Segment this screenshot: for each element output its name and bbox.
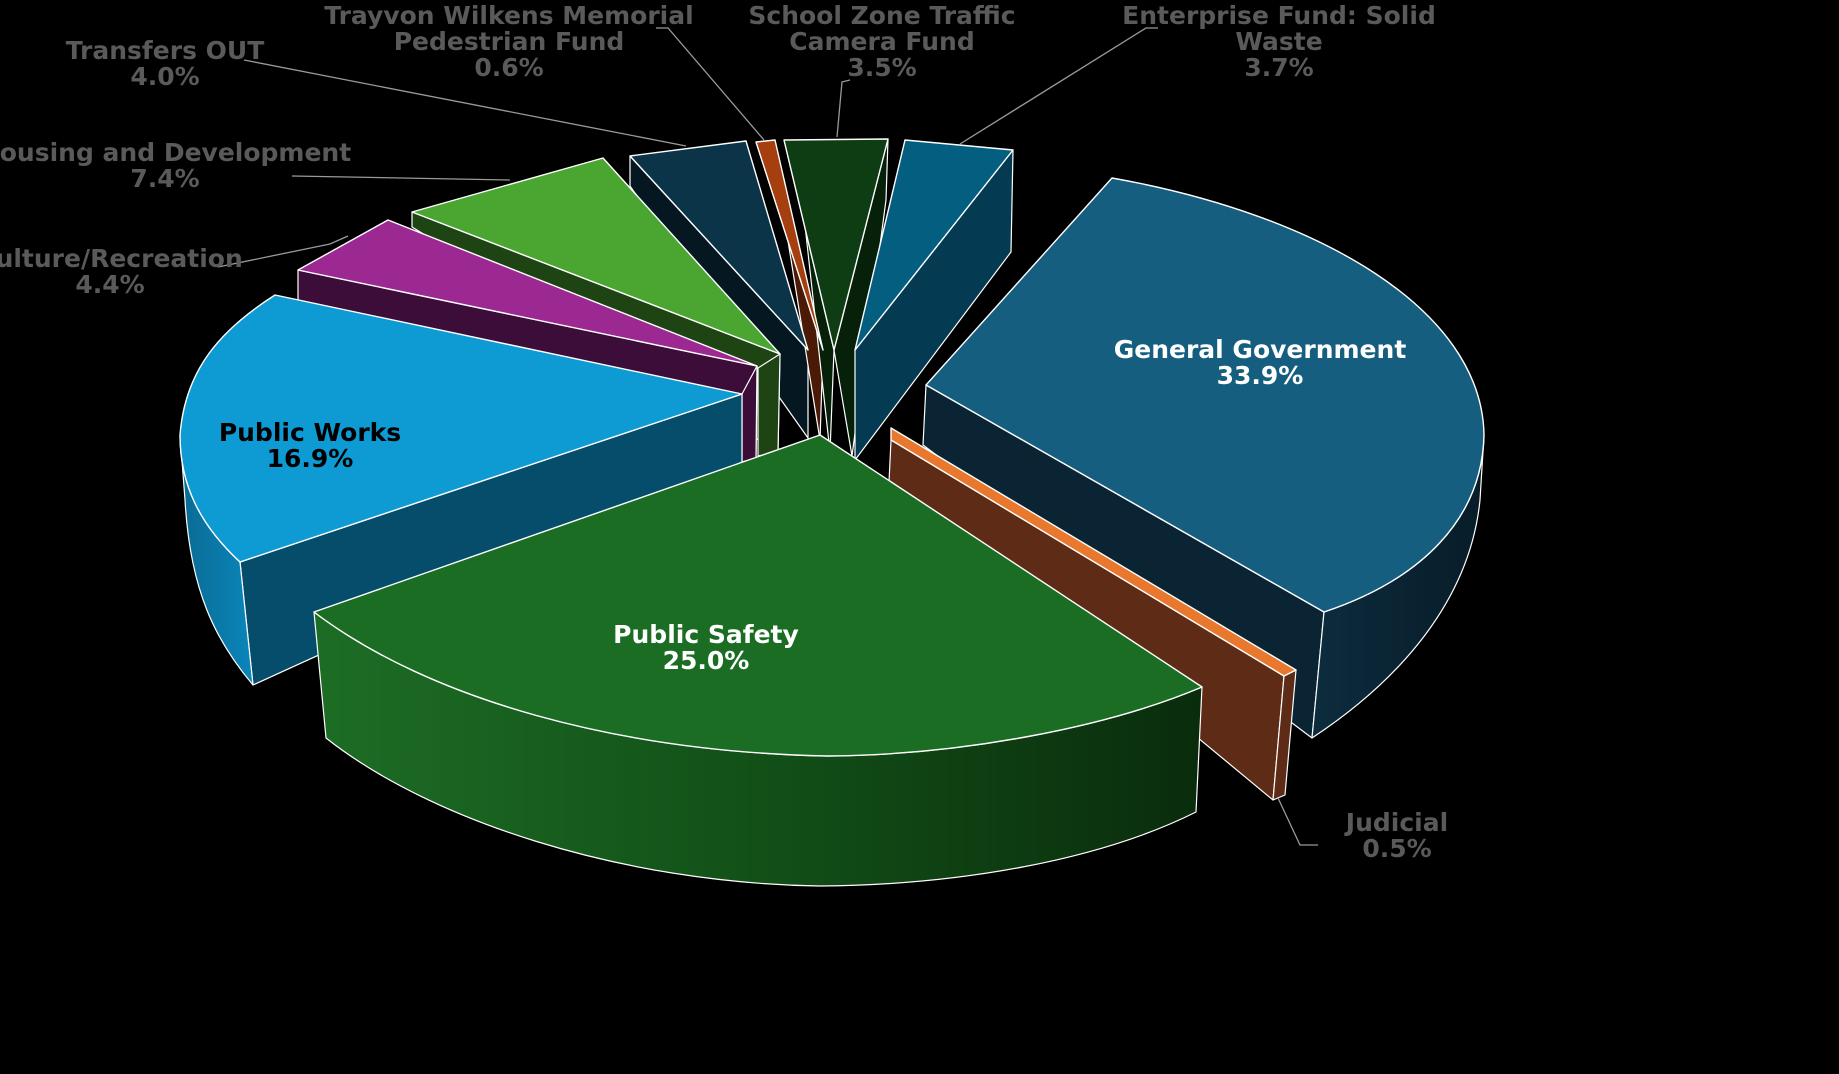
data-label-percent: 4.0% (130, 62, 199, 91)
slice-school-zone-traffic-camera-fund[interactable] (783, 138, 889, 351)
leader-line-transfers-out (243, 59, 687, 147)
data-label-percent: 33.9% (1217, 361, 1304, 390)
leader-line-school-zone-traffic-camera-fund (836, 79, 851, 138)
slice-transfers-out[interactable] (629, 140, 809, 351)
data-label-name: Housing and Development (0, 138, 351, 167)
data-label-name: School Zone Traffic (748, 1, 1015, 30)
data-label-culture-recreation: Culture/Recreation 4.4% (0, 244, 243, 299)
leader-lines (217, 27, 1318, 846)
data-label-percent: 7.4% (130, 164, 199, 193)
leader-line-enterprise-fund-solid-waste (959, 27, 1158, 145)
data-label-percent: 4.4% (75, 270, 144, 299)
data-label-name: Pedestrian Fund (394, 27, 625, 56)
data-label-public-works: Public Works 16.9% (219, 418, 401, 473)
slice-trayvon-wilkens-memorial-pedestrian-fund[interactable] (755, 139, 824, 351)
data-label-name: Waste (1235, 27, 1322, 56)
data-label-general-government: General Government 33.9% (1114, 335, 1407, 390)
leader-line-judicial (1277, 797, 1318, 846)
leader-line-trayvon-wilkens-memorial-pedestrian-fund (656, 27, 765, 141)
data-label-school-zone-traffic-camera-fund: School Zone Traffic Camera Fund 3.5% (748, 1, 1015, 82)
data-label-percent: 3.5% (847, 53, 916, 82)
slice-tops (179, 138, 1485, 757)
data-label-percent: 0.5% (1362, 834, 1431, 863)
data-label-percent: 0.6% (474, 53, 543, 82)
data-label-percent: 16.9% (267, 444, 354, 473)
slice-enterprise-fund-solid-waste[interactable] (854, 139, 1014, 351)
slice-public-safety[interactable] (313, 434, 1203, 757)
data-label-name: Public Safety (613, 620, 799, 649)
data-label-judicial: Judicial 0.5% (1344, 808, 1448, 863)
data-label-percent: 3.7% (1244, 53, 1313, 82)
slice-judicial[interactable] (890, 427, 1297, 677)
data-label-enterprise-fund-solid-waste: Enterprise Fund: Solid Waste 3.7% (1122, 1, 1436, 82)
data-label-name: Judicial (1344, 808, 1448, 837)
leader-line-culture-recreation (217, 235, 349, 268)
data-label-name: Trayvon Wilkens Memorial (324, 1, 693, 30)
slice-public-works[interactable] (179, 294, 743, 563)
data-label-name: General Government (1114, 335, 1407, 364)
data-label-transfers-out: Transfers OUT 4.0% (66, 36, 265, 91)
data-label-name: Enterprise Fund: Solid (1122, 1, 1436, 30)
data-label-housing-and-development: Housing and Development 7.4% (0, 138, 351, 193)
slice-general-government[interactable] (925, 177, 1485, 613)
slice-housing-and-development[interactable] (411, 157, 781, 355)
data-label-name: Camera Fund (789, 27, 974, 56)
slice-culture-recreation[interactable] (297, 219, 758, 367)
data-labels: General Government 33.9% Judicial 0.5% Publi… (0, 1, 1448, 863)
leader-line-housing-and-development (291, 175, 511, 181)
data-label-public-safety: Public Safety 25.0% (613, 620, 799, 675)
data-label-percent: 25.0% (663, 646, 750, 675)
data-label-name: Public Works (219, 418, 401, 447)
slice-side-housing-and-development-1 (757, 353, 781, 457)
data-label-name: Culture/Recreation (0, 244, 243, 273)
data-label-trayvon-wilkens-memorial-pedestrian-fund: Trayvon Wilkens Memorial Pedestrian Fund 0… (324, 1, 693, 82)
data-label-name: Transfers OUT (66, 36, 265, 65)
